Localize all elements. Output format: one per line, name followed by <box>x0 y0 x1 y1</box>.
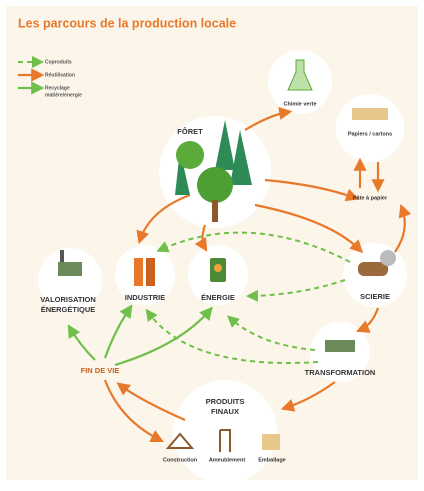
node-label: Papiers / cartons <box>348 131 392 137</box>
node-label: FINAUX <box>211 407 239 416</box>
title: Les parcours de la production locale <box>18 16 236 30</box>
node-label: FÔRET <box>177 127 203 136</box>
node-label: SCIERIE <box>360 292 390 301</box>
node-label: Pâte à papier <box>353 195 388 201</box>
labels: FÔRET Chimie verte Papiers / cartons Pât… <box>40 101 392 463</box>
node-label: Construction <box>163 457 198 463</box>
legend-label: Recyclage <box>45 85 70 91</box>
node-label: Ameublement <box>209 457 246 463</box>
legend-label: matière/énergie <box>45 92 82 98</box>
legend: Coproduits Réutilisation Recyclage matiè… <box>18 56 82 98</box>
node-label: VALORISATION <box>40 295 96 304</box>
arrows <box>67 106 412 442</box>
node-label: ÉNERGÉTIQUE <box>41 305 96 314</box>
node-label: PRODUITS <box>206 397 245 406</box>
node-label: INDUSTRIE <box>125 293 165 302</box>
legend-label: Réutilisation <box>45 72 75 78</box>
node-label: Emballage <box>258 457 286 463</box>
icons <box>58 59 396 452</box>
legend-label: Coproduits <box>45 59 72 65</box>
node-label: ÉNERGIE <box>201 293 235 302</box>
node-label: FIN DE VIE <box>81 366 120 375</box>
node-label: Chimie verte <box>283 101 316 107</box>
node-label: TRANSFORMATION <box>305 368 376 377</box>
